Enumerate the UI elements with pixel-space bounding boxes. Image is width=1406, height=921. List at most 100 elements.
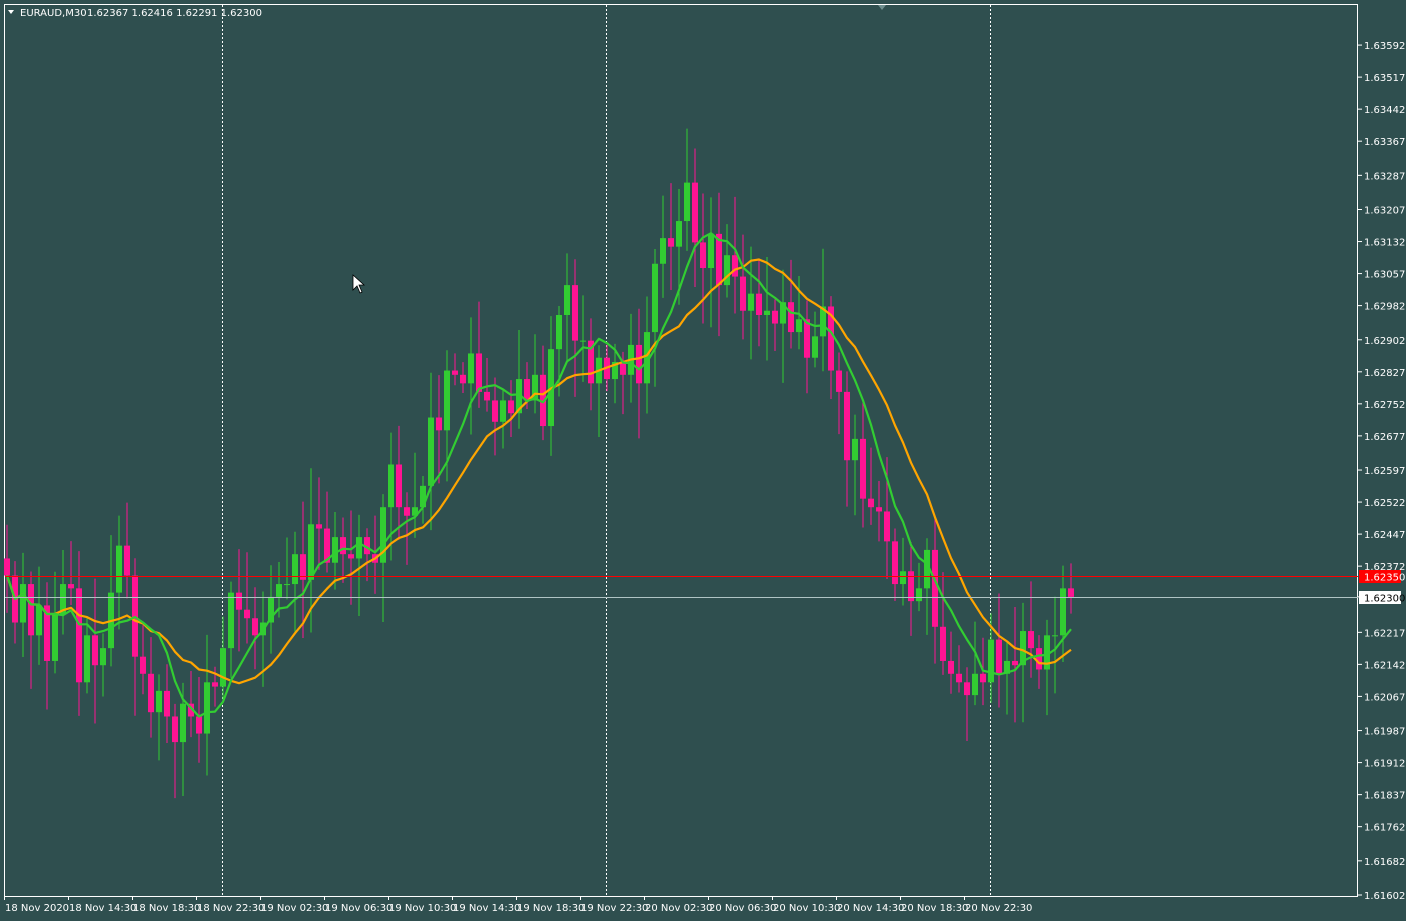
candle-body [332, 537, 338, 563]
y-tick-label: 1.62067 [1364, 692, 1405, 703]
candle [740, 234, 746, 340]
candle [748, 246, 754, 360]
candle [676, 189, 682, 305]
candle [356, 514, 362, 617]
candle [924, 538, 930, 635]
candle [364, 528, 370, 582]
candle [236, 549, 242, 652]
candle-body [444, 370, 450, 431]
y-tick-label: 1.62677 [1364, 432, 1405, 443]
y-tick-label: 1.61602 [1364, 891, 1405, 902]
candle [1060, 565, 1066, 662]
candle [396, 425, 402, 540]
candle [116, 515, 122, 630]
candle [92, 578, 98, 724]
x-tick-label: 20 Nov 02:30 [645, 903, 712, 914]
candle-body [716, 233, 722, 286]
candle [76, 551, 82, 716]
x-tick-label: 19 Nov 14:30 [453, 903, 520, 914]
candle-body [772, 310, 778, 324]
candle [316, 477, 322, 570]
candle-body [436, 417, 442, 431]
candle-body [764, 310, 770, 316]
candle [588, 318, 594, 411]
candle-body [52, 613, 58, 661]
candle [1012, 606, 1018, 723]
y-tick-label: 1.62982 [1364, 302, 1405, 313]
candle-body [988, 639, 994, 683]
candle [812, 311, 818, 368]
collapse-triangle-icon[interactable] [8, 10, 14, 14]
candle [380, 494, 386, 623]
candle [612, 343, 618, 404]
candle-body [940, 626, 946, 661]
candle-body [916, 588, 922, 602]
candle [636, 308, 642, 439]
candle-body [852, 438, 858, 461]
candle [732, 196, 738, 314]
candle [836, 352, 842, 435]
candle [516, 330, 522, 429]
bid-price-tag: 1.62300 [1359, 591, 1405, 605]
candle [204, 634, 210, 776]
candle [420, 476, 426, 524]
candle-body [1036, 648, 1042, 670]
candle [692, 148, 698, 287]
y-tick-label: 1.61912 [1364, 759, 1405, 770]
moving-average-fast [5, 232, 1072, 718]
candle [100, 633, 106, 697]
candle-body [468, 353, 474, 384]
candle-body [972, 673, 978, 696]
candle-body [156, 690, 162, 713]
y-tick-label: 1.63057 [1364, 270, 1405, 281]
symbol-label: EURAUD,M30 [20, 8, 87, 19]
candle [684, 128, 690, 251]
candle [916, 562, 922, 612]
candle-body [828, 306, 834, 371]
candle-body [292, 554, 298, 585]
candle-body [244, 609, 250, 619]
candle-body [4, 558, 10, 576]
candle [300, 501, 306, 638]
candle [164, 664, 170, 743]
candle-body [1004, 660, 1010, 674]
candle-body [844, 391, 850, 461]
candle [468, 317, 474, 435]
x-tick-label: 20 Nov 10:30 [773, 903, 840, 914]
candle-body [820, 306, 826, 337]
candle [1044, 619, 1050, 716]
candle [868, 447, 874, 525]
candle [796, 276, 802, 350]
candle-body [612, 361, 618, 380]
candle [436, 375, 442, 484]
candle-body [964, 682, 970, 696]
candle-body [812, 336, 818, 358]
candle-body [1060, 588, 1066, 636]
candle [508, 380, 514, 437]
x-tick-label: 20 Nov 14:30 [837, 903, 904, 914]
ohlc-label: 1.62367 1.62416 1.62291 1.62300 [87, 8, 262, 19]
candle-body [668, 238, 674, 247]
candle [724, 224, 730, 298]
candle [252, 587, 258, 670]
shift-marker-icon[interactable] [878, 5, 886, 10]
candle-body [324, 528, 330, 563]
candle-body [540, 374, 546, 427]
candle [908, 542, 914, 636]
x-tick-label: 20 Nov 22:30 [965, 903, 1032, 914]
candle [572, 259, 578, 397]
candle [404, 492, 410, 565]
candle-body [1068, 588, 1074, 597]
candle-body [980, 673, 986, 683]
y-tick-label: 1.61762 [1364, 823, 1405, 834]
candle [348, 510, 354, 605]
candle-body [860, 438, 866, 499]
candle-body [932, 549, 938, 627]
y-tick-label: 1.63442 [1364, 105, 1405, 116]
y-tick-label: 1.62597 [1364, 466, 1405, 477]
candle-body [28, 584, 34, 636]
candle-body [732, 255, 738, 277]
candle [716, 192, 722, 337]
